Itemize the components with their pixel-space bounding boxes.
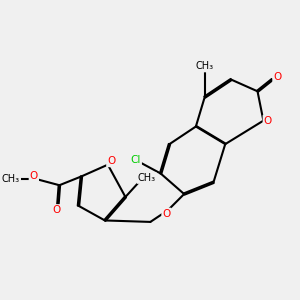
Text: CH₃: CH₃ (2, 174, 20, 184)
Text: O: O (162, 209, 171, 219)
Text: CH₃: CH₃ (196, 61, 214, 71)
Text: O: O (52, 205, 61, 215)
Text: O: O (264, 116, 272, 126)
Text: CH₃: CH₃ (137, 173, 156, 183)
Text: O: O (107, 156, 116, 166)
Text: O: O (30, 171, 38, 182)
Text: Cl: Cl (130, 155, 141, 165)
Text: O: O (273, 72, 282, 82)
